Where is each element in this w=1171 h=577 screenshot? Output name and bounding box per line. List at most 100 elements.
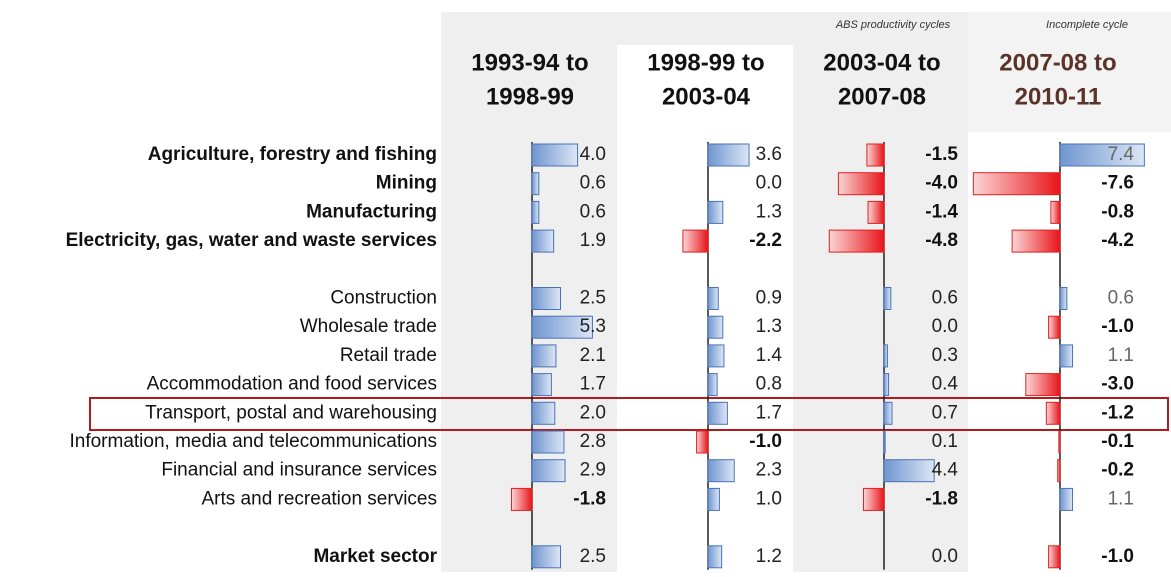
value-label: -1.0 bbox=[1101, 316, 1134, 337]
data-bar bbox=[883, 287, 892, 310]
value-label: 1.3 bbox=[756, 316, 782, 337]
data-bar bbox=[531, 287, 561, 310]
data-bar bbox=[531, 315, 593, 339]
value-label: 1.3 bbox=[756, 201, 782, 222]
data-bar bbox=[707, 200, 724, 224]
value-label: 0.8 bbox=[756, 374, 782, 395]
value-label: -4.8 bbox=[925, 230, 958, 251]
row-label: Electricity, gas, water and waste servic… bbox=[66, 230, 437, 251]
column-header: 2007-08 to bbox=[999, 49, 1116, 76]
data-bar bbox=[531, 344, 557, 368]
column-header: 1998-99 to bbox=[647, 49, 764, 76]
data-bar bbox=[707, 344, 725, 368]
data-bar bbox=[531, 172, 540, 196]
row-label: Financial and insurance services bbox=[161, 460, 437, 481]
column-header: 2010-11 bbox=[1015, 83, 1102, 110]
data-bar bbox=[1059, 143, 1145, 167]
row-label: Accommodation and food services bbox=[147, 374, 437, 395]
value-label: 0.9 bbox=[756, 288, 782, 309]
data-bar bbox=[707, 459, 735, 483]
data-bar bbox=[828, 229, 885, 253]
data-bar bbox=[883, 373, 890, 397]
column-header: 1993-94 to bbox=[471, 49, 588, 76]
value-label: 0.6 bbox=[1108, 288, 1134, 309]
data-bar bbox=[972, 172, 1061, 196]
value-label: 7.4 bbox=[1108, 144, 1135, 165]
value-label: -1.4 bbox=[925, 201, 958, 222]
data-bar bbox=[1059, 287, 1068, 310]
value-label: 0.4 bbox=[932, 374, 959, 395]
column-header: 2003-04 to bbox=[823, 49, 940, 76]
value-label: 5.3 bbox=[580, 316, 606, 337]
content: Agriculture, forestry and fishing Mining M… bbox=[66, 19, 1145, 570]
value-label: 0.6 bbox=[932, 288, 958, 309]
data-bar bbox=[1058, 430, 1061, 454]
column-header: 2003-04 bbox=[662, 83, 751, 110]
data-bar bbox=[837, 172, 885, 196]
data-bar bbox=[1025, 373, 1061, 397]
value-label: -0.2 bbox=[1101, 460, 1134, 481]
data-bar bbox=[531, 143, 579, 167]
value-label: 2.0 bbox=[580, 402, 606, 423]
value-label: -3.0 bbox=[1101, 374, 1134, 395]
data-bar bbox=[862, 487, 885, 511]
data-bar bbox=[707, 487, 720, 511]
row-label: Agriculture, forestry and fishing bbox=[148, 144, 437, 165]
data-bar bbox=[1050, 200, 1061, 224]
data-bar bbox=[883, 430, 886, 454]
value-label: 1.7 bbox=[580, 374, 606, 395]
value-label: 0.0 bbox=[932, 316, 958, 337]
data-bar bbox=[531, 200, 540, 224]
value-label: -1.8 bbox=[925, 488, 958, 509]
value-label: 1.7 bbox=[756, 402, 782, 423]
row-label: Retail trade bbox=[340, 345, 437, 366]
data-bar bbox=[531, 401, 556, 425]
value-label: 0.0 bbox=[932, 546, 958, 567]
column-bg bbox=[617, 12, 793, 45]
column-header: 1998-99 bbox=[486, 83, 574, 110]
value-label: 1.2 bbox=[756, 546, 782, 567]
value-label: 1.1 bbox=[1108, 345, 1134, 366]
data-bar bbox=[682, 229, 709, 253]
data-bar bbox=[531, 373, 552, 397]
data-bar bbox=[1048, 315, 1061, 339]
row-label: Construction bbox=[330, 288, 437, 309]
row-label: Transport, postal and warehousing bbox=[145, 402, 437, 423]
data-bar bbox=[707, 545, 723, 569]
value-label: -1.0 bbox=[749, 431, 782, 452]
value-label: 0.3 bbox=[932, 345, 958, 366]
data-bar bbox=[1045, 401, 1061, 425]
data-bar bbox=[531, 229, 555, 253]
data-bar bbox=[531, 430, 565, 454]
value-label: -2.2 bbox=[749, 230, 782, 251]
value-label: 4.4 bbox=[932, 460, 959, 481]
column-bg bbox=[793, 12, 968, 572]
value-label: -7.6 bbox=[1101, 173, 1134, 194]
value-label: 0.1 bbox=[932, 431, 958, 452]
value-label: -0.8 bbox=[1101, 201, 1134, 222]
data-bar bbox=[867, 200, 885, 224]
row-label: Market sector bbox=[313, 546, 437, 567]
value-label: -1.8 bbox=[573, 488, 606, 509]
highlight-box bbox=[89, 397, 1169, 431]
data-bar bbox=[1011, 229, 1061, 253]
data-bar bbox=[510, 487, 533, 511]
value-label: 2.9 bbox=[580, 460, 606, 481]
data-bar bbox=[707, 287, 719, 310]
column-note: ABS productivity cycles bbox=[835, 19, 951, 31]
data-bar bbox=[707, 373, 718, 397]
value-label: 4.0 bbox=[580, 144, 606, 165]
data-bar bbox=[1059, 344, 1074, 368]
data-bar bbox=[866, 143, 885, 167]
data-bar bbox=[707, 401, 728, 425]
value-label: -4.0 bbox=[925, 173, 958, 194]
column-header: 2007-08 bbox=[838, 83, 926, 110]
column-bg bbox=[441, 12, 617, 572]
data-bar bbox=[696, 430, 709, 454]
value-label: 1.9 bbox=[580, 230, 606, 251]
data-bar bbox=[707, 143, 750, 167]
value-label: -1.0 bbox=[1101, 546, 1134, 567]
data-bar bbox=[531, 545, 561, 569]
row-label: Mining bbox=[376, 173, 437, 194]
